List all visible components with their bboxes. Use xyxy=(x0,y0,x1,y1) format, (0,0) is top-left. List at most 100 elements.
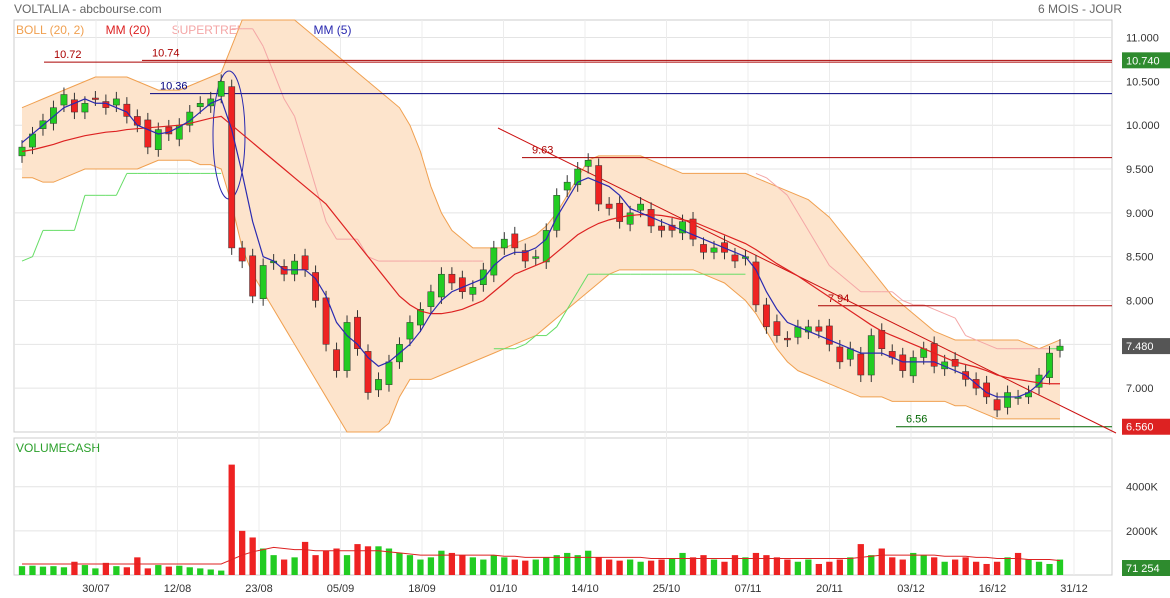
volume-bar xyxy=(574,555,581,575)
volume-bar xyxy=(343,555,351,575)
supertrend-segment xyxy=(902,300,914,306)
volume-bar xyxy=(260,548,267,575)
level-label: 10.36 xyxy=(160,81,188,93)
x-tick-label: 07/11 xyxy=(735,583,762,595)
volume-bar xyxy=(385,548,393,575)
candle-body xyxy=(731,254,739,262)
supertrend-segment xyxy=(262,46,275,73)
supertrend-segment xyxy=(944,313,956,319)
volume-bar xyxy=(197,568,204,575)
candle-body xyxy=(637,203,645,211)
supertrend-segment xyxy=(755,172,767,179)
x-tick-label: 20/11 xyxy=(816,583,843,595)
moving-averages xyxy=(21,98,1060,398)
candle-body xyxy=(616,202,624,222)
candle-body xyxy=(846,348,854,360)
candle-body xyxy=(710,247,718,253)
volume-bar xyxy=(228,464,235,575)
candle-body xyxy=(427,291,435,307)
chart-legend: BOLL (20, 2) MM (20) SUPERTREND (10, 3) … xyxy=(16,23,369,37)
volume-bar xyxy=(868,555,875,575)
candle-body xyxy=(783,337,791,341)
supertrend-segment xyxy=(32,230,44,257)
volume-bar xyxy=(417,559,424,575)
supertrend-segment xyxy=(975,339,987,345)
supertrend-segment xyxy=(514,343,526,350)
level-label: 6.56 xyxy=(906,414,927,426)
volume-bar xyxy=(721,561,728,575)
candle-body xyxy=(532,256,540,259)
legend-mm5: MM (5) xyxy=(313,23,352,37)
level-label: 10.74 xyxy=(152,47,180,59)
candle-body xyxy=(91,97,99,100)
volume-bar xyxy=(784,559,791,575)
volume-bar xyxy=(889,557,896,575)
volume-panel-frame xyxy=(13,437,1113,576)
y-tick-label: 8.000 xyxy=(1126,296,1154,308)
volume-bar xyxy=(1035,561,1043,575)
volume-bar xyxy=(396,552,403,575)
volume-bar xyxy=(280,559,288,575)
candles xyxy=(18,74,1064,418)
candle-body xyxy=(259,265,267,300)
volume-bar xyxy=(92,568,99,575)
supertrend-segment xyxy=(566,291,579,310)
volume-bar xyxy=(81,565,89,575)
candle-body xyxy=(291,260,299,275)
volume-label: VOLUMECASH xyxy=(16,441,101,455)
supertrend-segment xyxy=(965,335,977,341)
candle-body xyxy=(217,81,225,97)
x-tick-label: 18/09 xyxy=(408,583,436,595)
candle-body xyxy=(584,160,592,167)
supertrend-segment xyxy=(21,256,33,262)
volume-bar xyxy=(522,560,529,575)
candle-body xyxy=(375,379,382,391)
candle-body xyxy=(825,325,833,345)
candle-body xyxy=(689,218,697,240)
volume-bar xyxy=(647,560,655,575)
volume-bar xyxy=(847,557,854,575)
volume-bar xyxy=(218,570,225,575)
supertrend-segment xyxy=(849,282,862,293)
supertrend-line xyxy=(21,28,1060,350)
volume-bar xyxy=(826,561,833,575)
mm20-line xyxy=(21,115,1060,385)
supertrend-segment xyxy=(115,173,128,196)
supertrend-segment xyxy=(807,230,820,249)
volume-bar xyxy=(763,555,770,575)
volume-bar xyxy=(543,557,550,575)
y-tick-label: 10.000 xyxy=(1126,120,1160,132)
volume-bar xyxy=(406,555,414,575)
supertrend-segment xyxy=(829,265,841,275)
supertrend-segment xyxy=(325,221,337,240)
volume-bar xyxy=(606,559,613,575)
volume-average-line xyxy=(22,546,1061,565)
volume-bar xyxy=(752,552,760,575)
candle-body xyxy=(196,103,204,108)
candle-body xyxy=(563,181,571,191)
volume-bar xyxy=(39,566,47,575)
candle-body xyxy=(133,116,141,126)
volume-bar xyxy=(952,559,959,575)
candle-body xyxy=(144,119,152,148)
candle-body xyxy=(238,247,246,262)
volume-bar xyxy=(1004,557,1011,575)
supertrend-segment xyxy=(367,256,379,262)
candle-body xyxy=(993,399,1001,411)
y-tick-label: 10.500 xyxy=(1126,76,1160,88)
x-tick-label: 14/10 xyxy=(571,583,599,595)
supertrend-segment xyxy=(545,326,558,336)
x-tick-label: 23/08 xyxy=(245,583,273,595)
last-price-tag: 7.480 xyxy=(1126,341,1154,353)
candle-body xyxy=(867,335,875,376)
volume-bar xyxy=(239,530,246,575)
supertrend-segment xyxy=(986,343,998,350)
candle-body xyxy=(60,94,68,106)
price-panel-frame xyxy=(13,19,1113,433)
legend-boll: BOLL (20, 2) xyxy=(16,23,85,37)
low-price-tag: 6.560 xyxy=(1126,422,1154,434)
supertrend-segment xyxy=(577,273,589,293)
volume-bar xyxy=(511,559,518,575)
supertrend-segment xyxy=(797,212,809,231)
